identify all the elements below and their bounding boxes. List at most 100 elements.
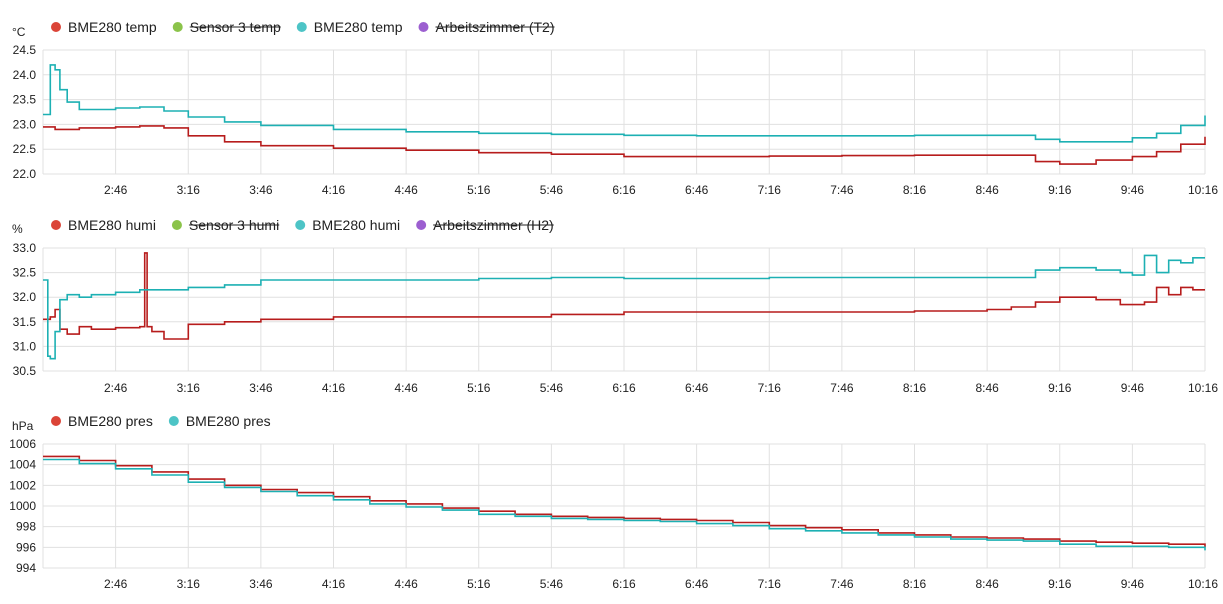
x-tick-label: 4:46	[394, 577, 418, 591]
legend-label: BME280 temp	[314, 19, 403, 35]
y-tick-label: 24.5	[13, 43, 37, 57]
x-tick-label: 9:16	[1048, 381, 1072, 395]
series-line	[43, 252, 1205, 340]
legend-item[interactable]: BME280 pres	[168, 413, 271, 429]
x-tick-label: 8:16	[903, 183, 927, 197]
x-tick-label: 2:46	[104, 577, 128, 591]
legend-item[interactable]: Arbeitszimmer (H2)	[416, 217, 554, 233]
legend-item[interactable]: BME280 pres	[51, 413, 153, 429]
y-tick-label: 24.0	[13, 68, 37, 82]
x-tick-label: 6:16	[612, 577, 636, 591]
y-tick-label: 1006	[9, 437, 36, 451]
unit-label: hPa	[12, 419, 34, 433]
x-tick-label: 4:16	[322, 577, 346, 591]
legend-dot-icon	[416, 220, 427, 230]
x-tick-label: 9:46	[1121, 577, 1145, 591]
x-tick-label: 7:16	[758, 577, 782, 591]
y-tick-label: 30.5	[13, 364, 37, 378]
x-tick-label: 9:16	[1048, 183, 1072, 197]
x-tick-label: 10:16	[1188, 183, 1218, 197]
y-tick-label: 23.0	[13, 117, 37, 131]
legend-dot-icon	[171, 220, 182, 230]
x-tick-label: 4:46	[394, 183, 418, 197]
legend-item[interactable]: BME280 temp	[51, 19, 157, 35]
legend-label: BME280 pres	[186, 413, 271, 429]
y-tick-label: 22.0	[13, 167, 37, 181]
legend-dot-icon	[51, 22, 61, 32]
x-tick-label: 5:16	[467, 577, 491, 591]
legend-item[interactable]: BME280 humi	[295, 217, 400, 233]
x-tick-label: 9:46	[1121, 381, 1145, 395]
x-tick-label: 6:16	[612, 381, 636, 395]
y-tick-label: 996	[16, 540, 36, 554]
x-tick-label: 8:16	[903, 577, 927, 591]
x-tick-label: 3:46	[249, 183, 273, 197]
x-tick-label: 6:46	[685, 183, 709, 197]
y-tick-label: 998	[16, 520, 36, 534]
x-tick-label: 7:46	[830, 381, 854, 395]
x-tick-label: 6:46	[685, 577, 709, 591]
x-tick-label: 10:16	[1188, 577, 1218, 591]
x-tick-label: 4:46	[394, 381, 418, 395]
series-line	[43, 458, 1206, 551]
legend-dot-icon	[168, 416, 179, 426]
y-tick-label: 32.5	[13, 266, 37, 280]
chart-panel: % BME280 humi Sensor 3 humi BME280 humi Arbe…	[12, 217, 1218, 395]
unit-label: %	[12, 222, 23, 236]
y-tick-label: 1002	[9, 478, 36, 492]
series-line	[43, 254, 1205, 360]
x-tick-label: 7:16	[758, 381, 782, 395]
legend-item[interactable]: BME280 humi	[51, 217, 156, 233]
y-tick-label: 994	[16, 561, 36, 575]
y-tick-label: 1000	[9, 499, 36, 513]
legend-label: BME280 humi	[312, 217, 400, 233]
x-tick-label: 2:46	[104, 381, 128, 395]
unit-label: °C	[12, 25, 26, 39]
legend-dot-icon	[51, 416, 61, 426]
x-tick-label: 8:46	[975, 381, 999, 395]
x-tick-label: 7:46	[830, 183, 854, 197]
x-tick-label: 5:46	[540, 183, 564, 197]
legend-item[interactable]: Sensor 3 humi	[171, 217, 280, 233]
x-tick-label: 9:46	[1121, 183, 1145, 197]
series-line	[43, 64, 1206, 143]
legend-dot-icon	[172, 22, 183, 32]
x-tick-label: 3:16	[177, 577, 201, 591]
y-tick-label: 31.5	[13, 315, 37, 329]
x-tick-label: 8:16	[903, 381, 927, 395]
x-tick-label: 3:16	[177, 381, 201, 395]
legend-dot-icon	[51, 220, 61, 230]
x-tick-label: 5:16	[467, 381, 491, 395]
y-tick-label: 32.0	[13, 290, 37, 304]
x-tick-label: 8:46	[975, 577, 999, 591]
legend-label: BME280 temp	[68, 19, 157, 35]
x-tick-label: 5:46	[540, 381, 564, 395]
x-tick-label: 10:16	[1188, 381, 1218, 395]
x-tick-label: 6:16	[612, 183, 636, 197]
legend-item[interactable]: Sensor 3 temp	[172, 19, 281, 35]
legend-dot-icon	[296, 22, 307, 32]
x-tick-label: 3:46	[249, 381, 273, 395]
chart-panel: hPa BME280 pres BME280 pres 994 996 998 1000 10…	[9, 413, 1218, 591]
x-tick-label: 8:46	[975, 183, 999, 197]
legend-dot-icon	[418, 22, 429, 32]
x-tick-label: 5:46	[540, 577, 564, 591]
legend-item[interactable]: Arbeitszimmer (T2)	[418, 19, 555, 35]
x-tick-label: 5:16	[467, 183, 491, 197]
x-tick-label: 4:16	[322, 183, 346, 197]
x-tick-label: 7:16	[758, 183, 782, 197]
legend-item[interactable]: BME280 temp	[296, 19, 403, 35]
y-tick-label: 22.5	[13, 142, 37, 156]
y-tick-label: 31.0	[13, 339, 37, 353]
x-tick-label: 3:46	[249, 577, 273, 591]
legend-dot-icon	[295, 220, 306, 230]
series-line	[43, 455, 1206, 548]
x-tick-label: 2:46	[104, 183, 128, 197]
x-tick-label: 4:16	[322, 381, 346, 395]
legend-label: BME280 humi	[68, 217, 156, 233]
x-tick-label: 6:46	[685, 381, 709, 395]
x-tick-label: 7:46	[830, 577, 854, 591]
x-tick-label: 3:16	[177, 183, 201, 197]
